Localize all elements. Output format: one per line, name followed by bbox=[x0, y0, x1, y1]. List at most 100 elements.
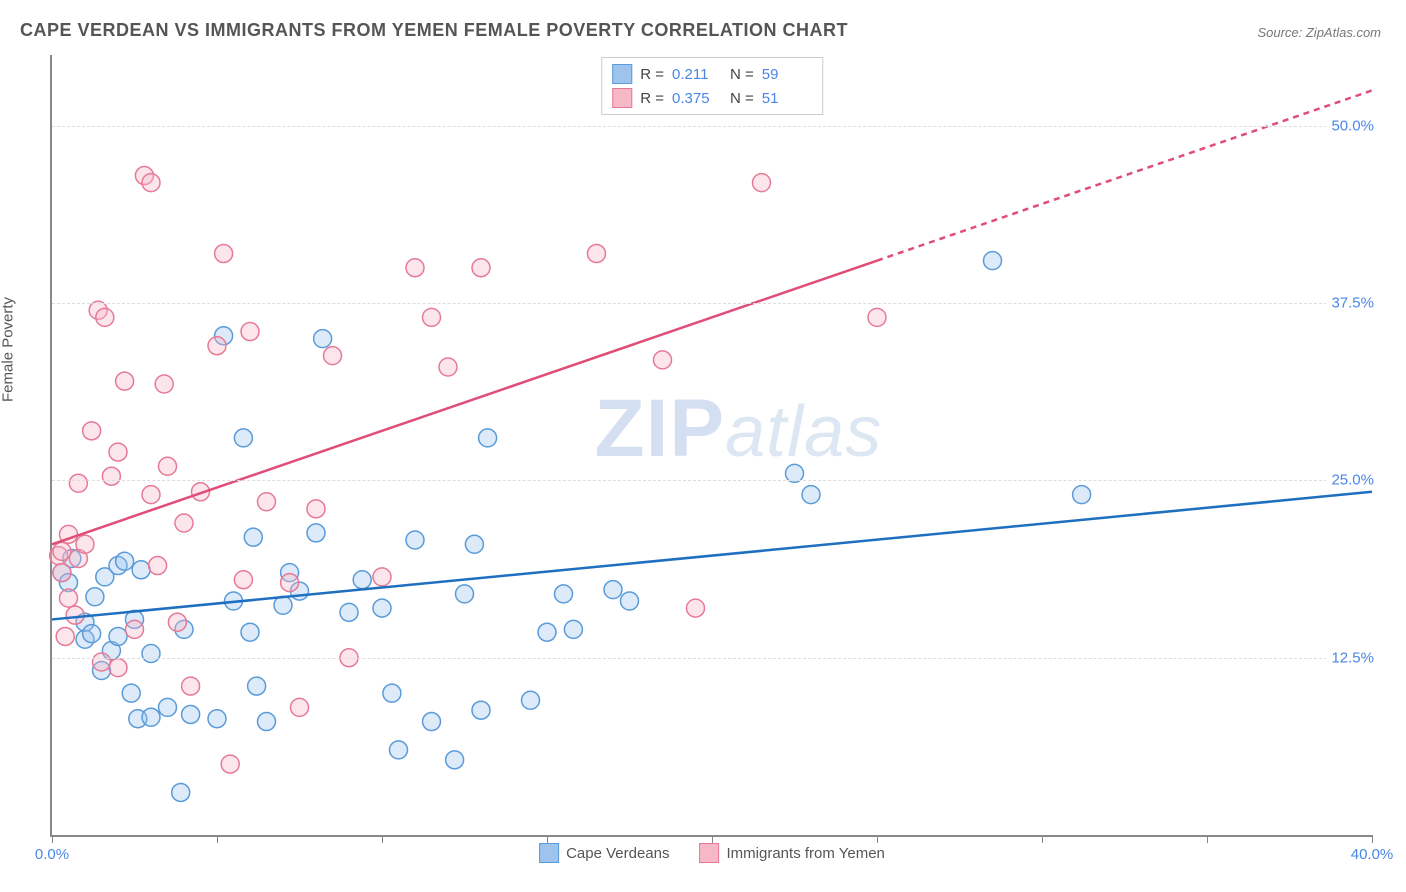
data-point bbox=[93, 653, 111, 671]
x-tick bbox=[217, 835, 218, 843]
data-point bbox=[109, 627, 127, 645]
data-point bbox=[53, 542, 71, 560]
data-point bbox=[208, 710, 226, 728]
plot-area: ZIPatlas R = 0.211 N = 59 R = 0.375 N = … bbox=[50, 55, 1372, 837]
x-tick bbox=[547, 835, 548, 843]
data-point bbox=[472, 701, 490, 719]
data-point bbox=[182, 705, 200, 723]
legend-stats: R = 0.211 N = 59 R = 0.375 N = 51 bbox=[601, 57, 823, 115]
grid-line bbox=[52, 126, 1372, 127]
data-point bbox=[221, 755, 239, 773]
trend-line bbox=[52, 492, 1372, 620]
legend-item-label: Cape Verdeans bbox=[566, 845, 669, 862]
legend-swatch-blue bbox=[612, 64, 632, 84]
data-point bbox=[1073, 486, 1091, 504]
legend-item-label: Immigrants from Yemen bbox=[727, 845, 885, 862]
legend-swatch-blue bbox=[539, 843, 559, 863]
data-point bbox=[868, 308, 886, 326]
data-point bbox=[423, 713, 441, 731]
legend-stats-row-2: R = 0.375 N = 51 bbox=[612, 86, 812, 110]
data-point bbox=[159, 457, 177, 475]
data-point bbox=[340, 603, 358, 621]
data-point bbox=[465, 535, 483, 553]
data-point bbox=[248, 677, 266, 695]
data-point bbox=[83, 625, 101, 643]
data-point bbox=[102, 467, 120, 485]
legend-swatch-pink bbox=[700, 843, 720, 863]
data-point bbox=[753, 174, 771, 192]
data-point bbox=[149, 557, 167, 575]
data-point bbox=[314, 330, 332, 348]
data-point bbox=[208, 337, 226, 355]
data-point bbox=[373, 568, 391, 586]
data-point bbox=[456, 585, 474, 603]
data-point bbox=[142, 174, 160, 192]
data-point bbox=[96, 308, 114, 326]
data-point bbox=[109, 443, 127, 461]
data-point bbox=[564, 620, 582, 638]
data-point bbox=[258, 493, 276, 511]
data-point bbox=[182, 677, 200, 695]
n-label: N = bbox=[730, 66, 754, 83]
x-tick-label: 40.0% bbox=[1351, 846, 1394, 863]
data-point bbox=[555, 585, 573, 603]
data-point bbox=[522, 691, 540, 709]
data-point bbox=[172, 783, 190, 801]
data-point bbox=[86, 588, 104, 606]
x-tick-label: 0.0% bbox=[35, 846, 69, 863]
data-point bbox=[168, 613, 186, 631]
trend-line-dashed bbox=[877, 90, 1372, 260]
data-point bbox=[109, 659, 127, 677]
grid-line bbox=[52, 303, 1372, 304]
data-point bbox=[241, 623, 259, 641]
data-point bbox=[76, 535, 94, 553]
data-point bbox=[142, 486, 160, 504]
data-point bbox=[538, 623, 556, 641]
data-point bbox=[406, 531, 424, 549]
r-value-2: 0.375 bbox=[672, 90, 722, 107]
n-value-2: 51 bbox=[762, 90, 812, 107]
data-point bbox=[373, 599, 391, 617]
data-point bbox=[122, 684, 140, 702]
x-tick bbox=[1207, 835, 1208, 843]
data-point bbox=[159, 698, 177, 716]
data-point bbox=[588, 245, 606, 263]
data-point bbox=[56, 627, 74, 645]
data-point bbox=[234, 429, 252, 447]
data-point bbox=[353, 571, 371, 589]
data-point bbox=[324, 347, 342, 365]
x-tick bbox=[52, 835, 53, 843]
x-tick bbox=[1042, 835, 1043, 843]
data-point bbox=[258, 713, 276, 731]
data-point bbox=[116, 552, 134, 570]
data-point bbox=[604, 581, 622, 599]
data-point bbox=[406, 259, 424, 277]
n-value-1: 59 bbox=[762, 66, 812, 83]
data-point bbox=[439, 358, 457, 376]
data-point bbox=[60, 589, 78, 607]
data-point bbox=[175, 514, 193, 532]
data-point bbox=[802, 486, 820, 504]
y-tick-label: 50.0% bbox=[1326, 117, 1374, 134]
legend-item-cape-verdeans: Cape Verdeans bbox=[539, 843, 669, 863]
x-tick bbox=[382, 835, 383, 843]
legend-stats-row-1: R = 0.211 N = 59 bbox=[612, 62, 812, 86]
data-point bbox=[132, 561, 150, 579]
r-value-1: 0.211 bbox=[672, 66, 722, 83]
data-point bbox=[291, 698, 309, 716]
data-point bbox=[479, 429, 497, 447]
y-tick-label: 12.5% bbox=[1326, 649, 1374, 666]
data-point bbox=[116, 372, 134, 390]
data-point bbox=[307, 524, 325, 542]
r-label: R = bbox=[640, 66, 664, 83]
data-point bbox=[390, 741, 408, 759]
data-point bbox=[215, 245, 233, 263]
y-axis-label: Female Poverty bbox=[0, 297, 17, 402]
y-tick-label: 37.5% bbox=[1326, 295, 1374, 312]
data-point bbox=[66, 606, 84, 624]
data-point bbox=[83, 422, 101, 440]
data-point bbox=[687, 599, 705, 617]
chart-title: CAPE VERDEAN VS IMMIGRANTS FROM YEMEN FE… bbox=[20, 20, 848, 41]
data-point bbox=[654, 351, 672, 369]
data-point bbox=[621, 592, 639, 610]
